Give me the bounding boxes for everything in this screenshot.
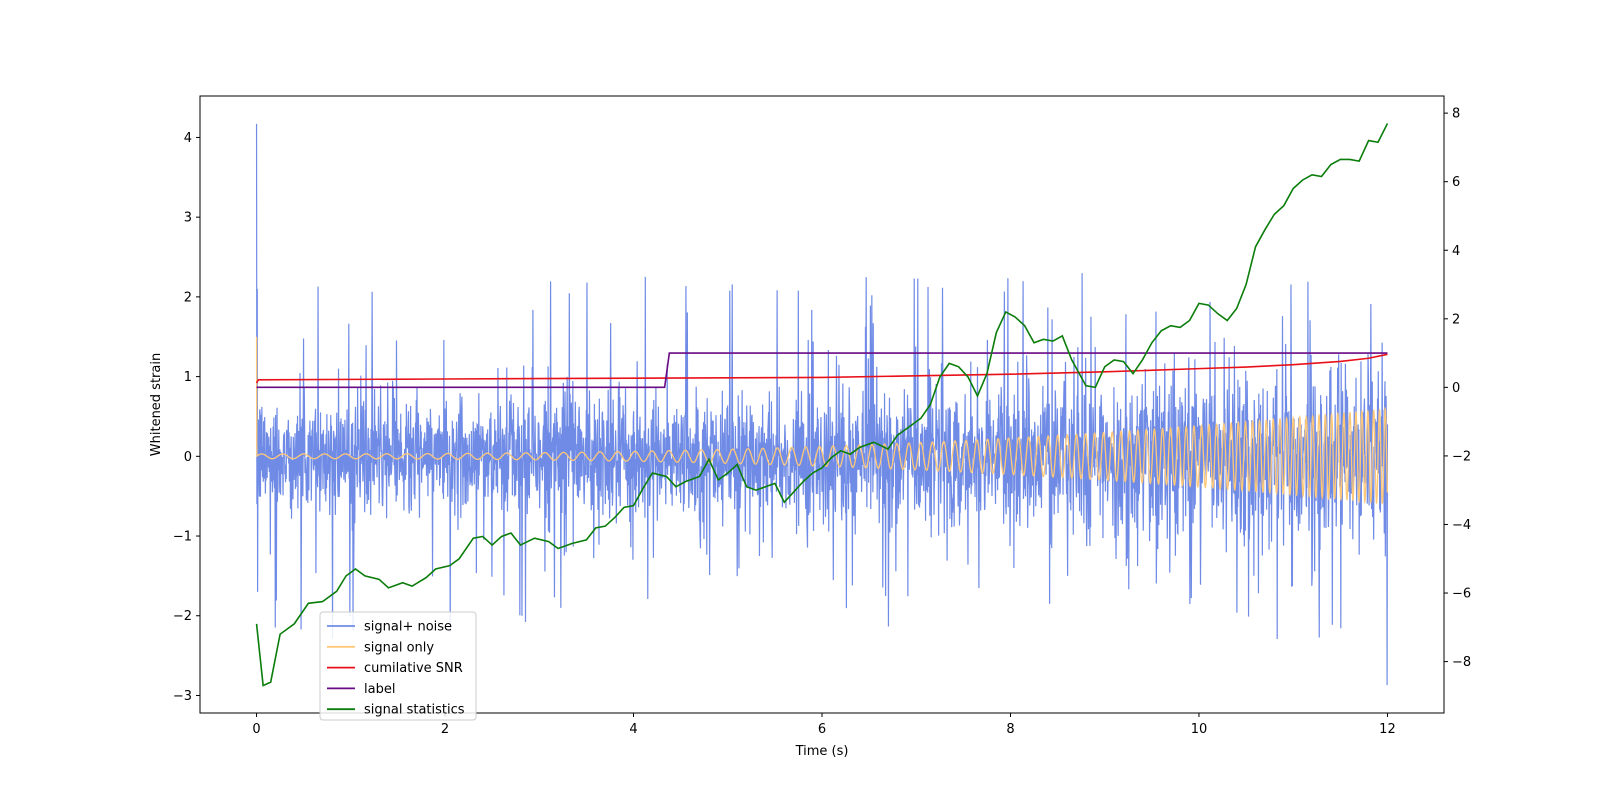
legend-label: signal only [364,640,434,655]
legend-label: signal statistics [364,703,465,718]
y-tick-label: 2 [184,290,192,305]
y-tick-label: 1 [184,370,192,385]
x-tick-label: 2 [441,722,449,737]
y-tick-label: −1 [173,530,192,545]
y-right-tick-label: 2 [1452,312,1460,327]
y-tick-label: −2 [173,609,192,624]
x-tick-label: 8 [1006,722,1014,737]
x-tick-label: 4 [629,722,637,737]
y-right-tick-label: −6 [1452,587,1471,602]
x-tick-label: 10 [1191,722,1208,737]
y-right-tick-label: 4 [1452,244,1460,259]
y-tick-label: 0 [184,450,192,465]
y-right-tick-label: 6 [1452,175,1460,190]
legend-label: label [364,682,395,697]
x-tick-label: 0 [252,722,260,737]
legend-label: cumilative SNR [364,661,463,676]
x-tick-label: 12 [1379,722,1396,737]
y-tick-label: 4 [184,131,192,146]
y-right-tick-label: 0 [1452,381,1460,396]
series-label [256,352,1388,389]
legend-box [319,611,477,721]
series-signal-only [255,336,1389,505]
y-right-tick-label: −2 [1452,449,1471,464]
legend: signal+ noise signal only cumilative SNR la… [319,611,477,721]
y-tick-label: 3 [184,211,192,226]
legend-label: signal+ noise [364,620,452,635]
series-layer [255,123,1389,687]
y-axis-label: Whitened strain [149,353,164,456]
y-right-tick-label: −4 [1452,518,1471,533]
x-axis-label: Time (s) [795,744,849,759]
y-right-tick-label: 8 [1452,107,1460,122]
series-signal-noise [255,123,1389,686]
x-tick-label: 6 [818,722,826,737]
series-cumilative-snr [255,353,1388,384]
series-signal-statistics [255,123,1389,687]
y-right-tick-label: −8 [1452,655,1471,670]
y-tick-label: −3 [173,689,192,704]
